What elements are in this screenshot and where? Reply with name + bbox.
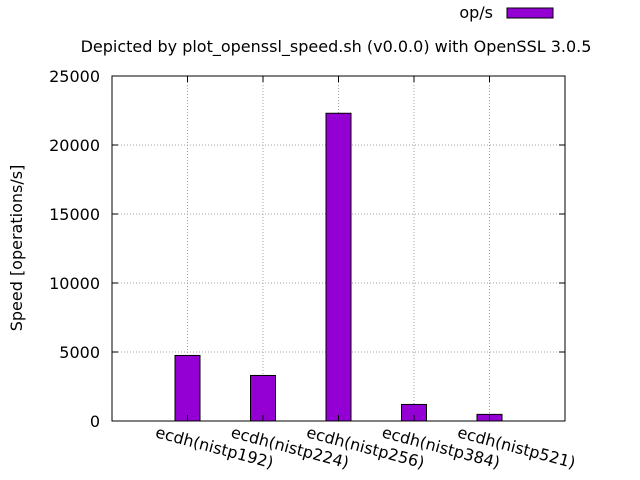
bar-ecdh(nistp192)	[174, 354, 201, 422]
y-tick-label: 10000	[49, 274, 100, 293]
legend-label: op/s	[459, 3, 493, 22]
bar-ecdh(nistp224)	[250, 374, 276, 422]
y-tick-label: 0	[90, 412, 100, 431]
y-tick-label: 15000	[49, 205, 100, 224]
bar-ecdh(nistp256)	[325, 112, 352, 422]
y-tick-label: 5000	[59, 343, 100, 362]
legend: op/s	[459, 3, 554, 22]
y-axis-label: Speed [operations/s]	[7, 165, 26, 332]
legend-swatch	[506, 7, 554, 19]
axis-ticks	[112, 75, 565, 422]
chart-title: Depicted by plot_openssl_speed.sh (v0.0.…	[81, 37, 592, 57]
y-tick-label: 20000	[49, 136, 100, 155]
bars	[174, 112, 503, 422]
tick-labels: 0500010000150002000025000ecdh(nistp192)e…	[49, 67, 577, 472]
y-tick-label: 25000	[49, 67, 100, 86]
